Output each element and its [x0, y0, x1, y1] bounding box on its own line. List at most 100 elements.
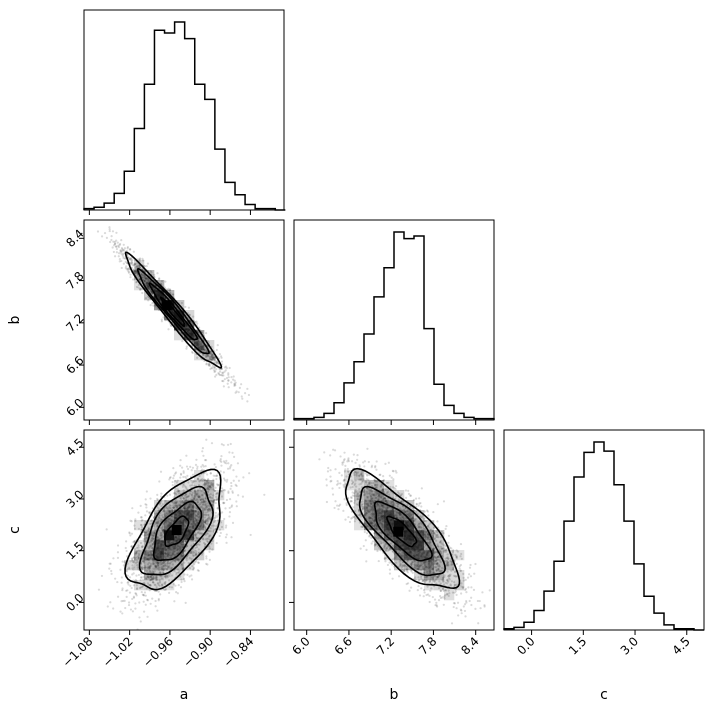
density-cell: [194, 500, 205, 511]
density-cell: [394, 520, 405, 531]
panel-b-c-xtick-label: 7.8: [416, 634, 439, 657]
density-cell: [184, 510, 195, 521]
histogram-c: [503, 441, 704, 631]
density-cell: [204, 480, 215, 491]
density-cell: [184, 310, 195, 321]
density-cell: [354, 520, 365, 531]
histogram-a: [83, 21, 286, 211]
sample-points: [97, 438, 266, 630]
density-cell: [394, 500, 405, 511]
panel-a-b-ytick-label: 7.8: [63, 269, 86, 292]
density-cell: [134, 520, 145, 531]
density-cell: [174, 500, 185, 511]
density-cell: [384, 530, 395, 541]
panel-a-c: [97, 438, 266, 630]
density-cell: [194, 540, 205, 551]
density-cell: [194, 520, 205, 531]
contour-2sigma: [124, 468, 222, 591]
density-cell: [204, 530, 215, 541]
density-cell: [354, 480, 365, 491]
density-peak: [161, 300, 172, 311]
y-axis-label-b: b: [7, 315, 23, 324]
panel-a-b: [96, 226, 251, 403]
density-cell: [184, 520, 195, 531]
x-axis-label-c: c: [600, 687, 608, 703]
histogram-c-xtick-label: 4.5: [669, 634, 692, 657]
panel-b-c-xtick-label: 8.4: [458, 634, 481, 657]
density-cell: [384, 510, 395, 521]
density-cell: [154, 550, 165, 561]
density-cell: [204, 490, 215, 501]
histogram-c-xtick-label: 3.0: [618, 634, 641, 657]
y-axis-label-c: c: [7, 526, 23, 534]
density-cell: [134, 540, 145, 551]
density-cell: [414, 550, 425, 561]
density-cell: [144, 270, 155, 281]
density-cell: [154, 290, 165, 301]
density-cell: [424, 540, 435, 551]
density-cell: [374, 500, 385, 511]
density-cell: [374, 480, 385, 491]
density-cell: [444, 580, 455, 591]
density-peak: [171, 525, 182, 535]
density-cell: [444, 550, 455, 561]
density-cell: [144, 550, 155, 561]
density-cell: [154, 580, 165, 591]
density-cell: [144, 540, 155, 551]
density-cell: [194, 490, 205, 501]
panel-a-c-xtick-label: −1.02: [100, 634, 136, 670]
density-cell: [434, 560, 445, 571]
contour-2sigma: [344, 467, 461, 589]
histogram-frame-b: [293, 219, 495, 421]
panel-a-b-ytick-label: 8.4: [63, 227, 86, 250]
density-cell: [164, 520, 175, 531]
density-cell: [174, 330, 185, 341]
density-cell: [354, 470, 365, 481]
density-cell: [144, 520, 155, 531]
density-cell: [424, 520, 435, 531]
density-cell: [184, 500, 195, 511]
density-cell: [414, 520, 425, 531]
panel-a-c-ytick-label: 0.0: [63, 591, 86, 614]
density-cell: [134, 260, 145, 271]
density-cell: [414, 570, 425, 581]
contour-1.5sigma: [138, 485, 214, 576]
density-cell: [374, 490, 385, 501]
density-cell: [434, 530, 445, 541]
density-cell: [184, 480, 195, 491]
density-cell: [394, 540, 405, 551]
density-cell: [424, 530, 435, 541]
histogram-b: [293, 231, 495, 420]
histogram-frame-a: [83, 9, 285, 211]
density-cell: [444, 560, 455, 571]
density-cell: [384, 550, 395, 561]
density-cell: [424, 550, 435, 561]
density-cell: [184, 490, 195, 501]
density-cell: [374, 510, 385, 521]
density-cell: [384, 480, 395, 491]
density-cell: [434, 540, 445, 551]
density-peak: [393, 526, 404, 537]
density-cell: [444, 570, 455, 581]
panel-a-c-xtick-label: −0.90: [180, 634, 216, 670]
histogram-frame-c: [503, 429, 705, 631]
density-cell: [124, 560, 135, 571]
contour-0.5sigma: [386, 515, 418, 548]
density-cell: [204, 510, 215, 521]
density-cell: [444, 590, 455, 601]
contour-1.5sigma: [136, 267, 210, 355]
density-cell: [404, 500, 415, 511]
density-cell: [194, 510, 205, 521]
density-cell: [454, 550, 465, 561]
density-cell: [144, 570, 155, 581]
panel-a-c-ytick-label: 4.5: [63, 436, 86, 459]
density-cell: [164, 580, 175, 591]
density-cell: [134, 580, 145, 591]
density-cell: [144, 560, 155, 571]
density-cell: [154, 530, 165, 541]
density-cell: [364, 490, 375, 501]
density-cell: [344, 470, 355, 481]
panel-b-c-frame: [293, 429, 495, 631]
contour-1sigma: [373, 500, 433, 562]
density-cell: [164, 570, 175, 581]
